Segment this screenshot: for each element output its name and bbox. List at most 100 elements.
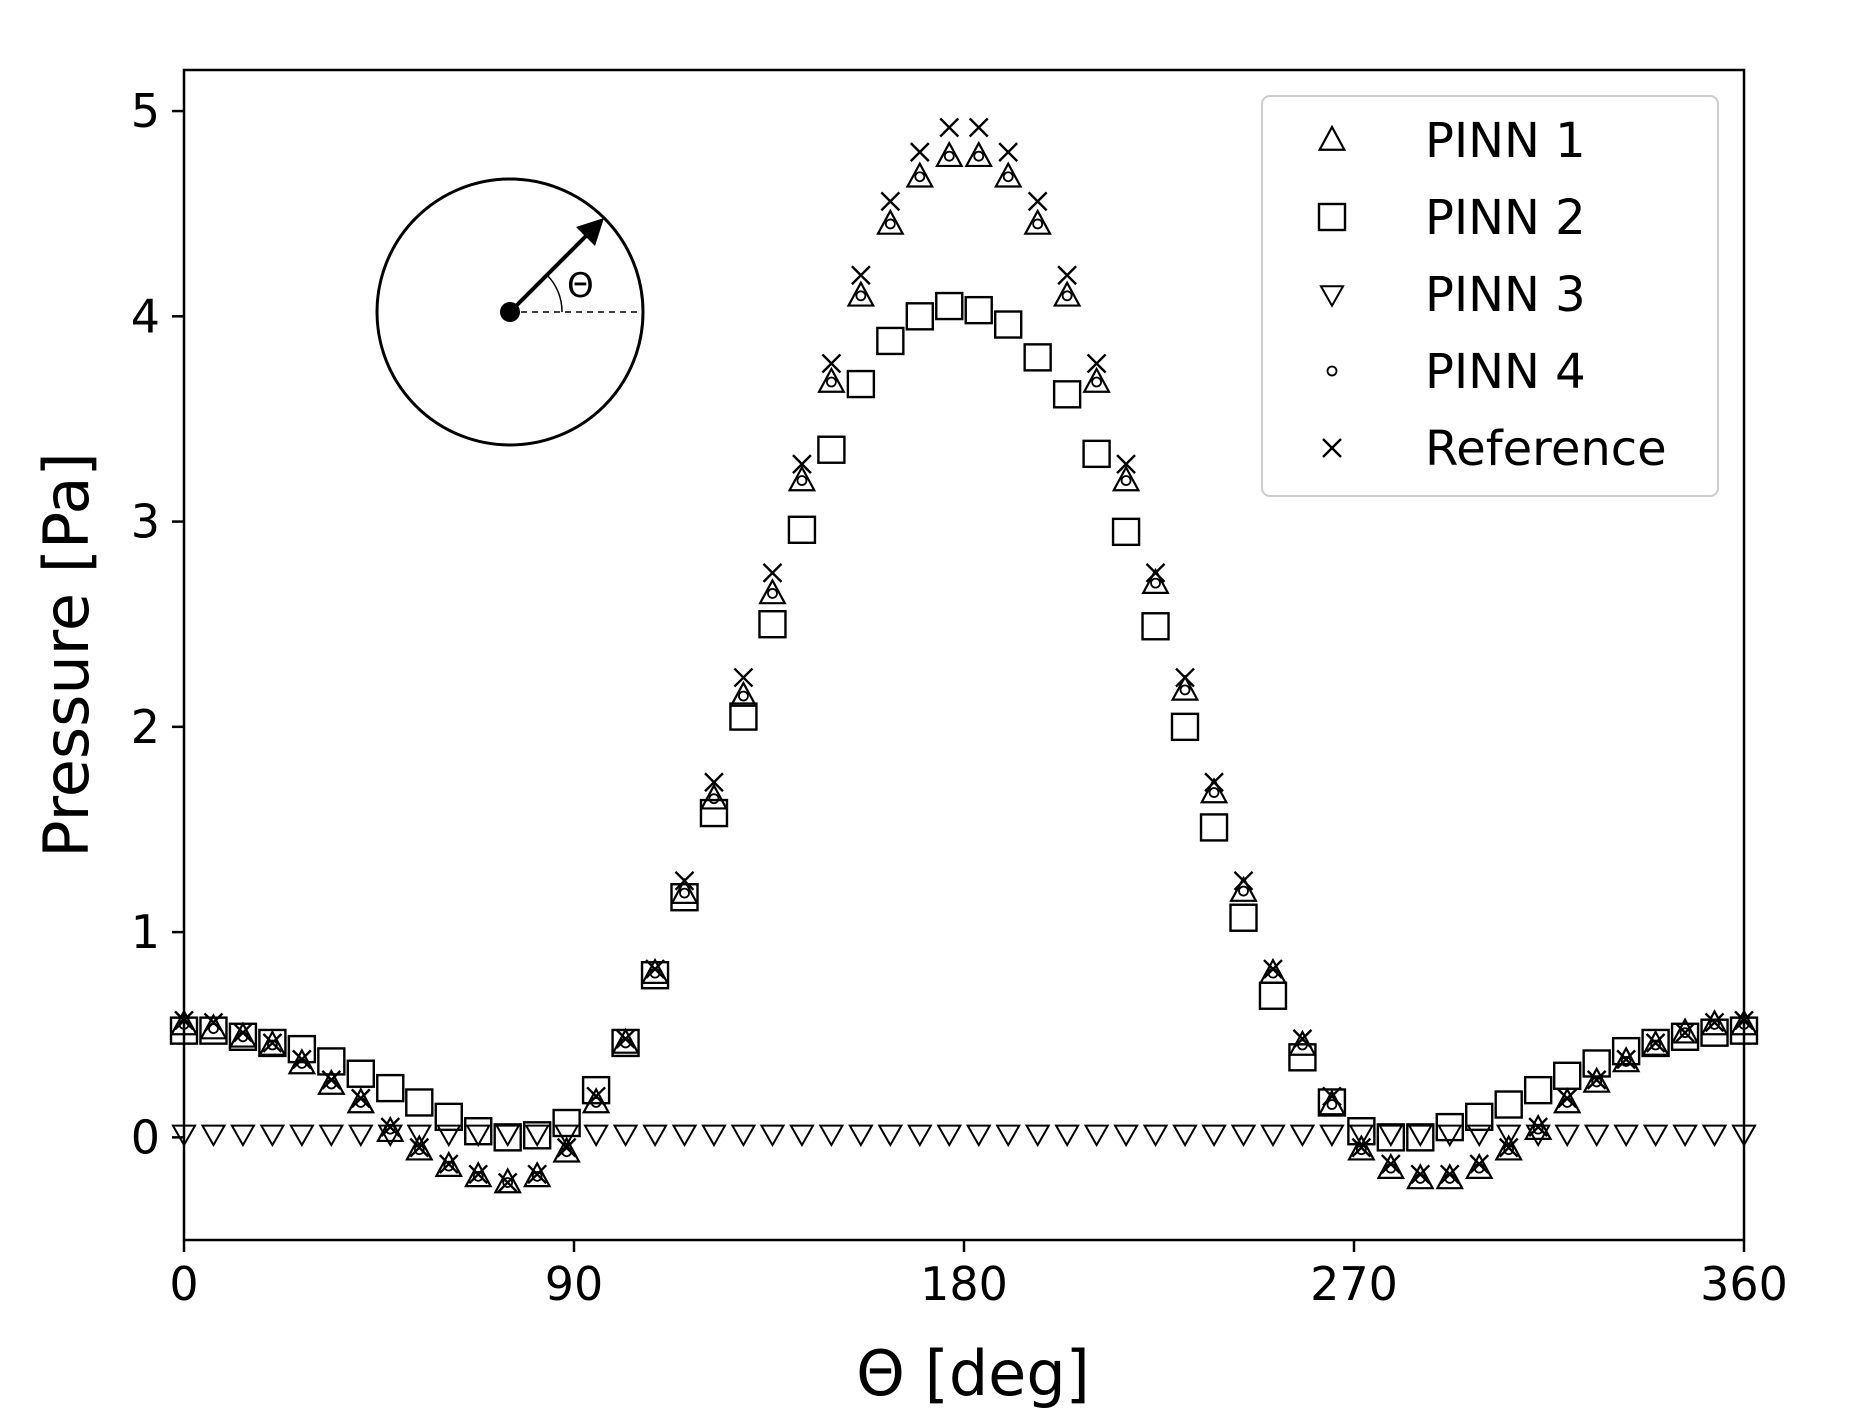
data-point — [998, 142, 1019, 162]
plot-area — [169, 68, 1759, 1242]
data-point — [1532, 1123, 1544, 1135]
data-point — [1116, 454, 1136, 474]
legend-label: PINN 4 — [1425, 344, 1586, 400]
data-point — [1439, 1164, 1460, 1185]
data-point — [943, 150, 955, 162]
data-point — [1347, 1117, 1376, 1146]
data-point — [1292, 1028, 1313, 1049]
data-point — [465, 1124, 491, 1148]
data-point — [994, 161, 1023, 188]
data-point — [522, 1161, 552, 1188]
data-point — [262, 1033, 283, 1053]
data-point — [758, 578, 787, 605]
data-point — [1061, 290, 1073, 302]
data-point — [1091, 376, 1102, 388]
x-axis-title: Θ [deg] — [856, 1337, 1090, 1410]
data-point — [1052, 280, 1082, 307]
data-point — [1054, 1124, 1080, 1148]
data-point — [1498, 1137, 1519, 1158]
y-tick-label: 4 — [131, 289, 160, 343]
data-point — [1170, 712, 1200, 742]
data-point — [346, 1059, 375, 1088]
data-point — [502, 1177, 514, 1188]
data-point — [787, 465, 817, 492]
data-point — [1172, 1124, 1198, 1148]
data-point — [1613, 1124, 1639, 1148]
data-point — [973, 150, 985, 162]
data-point — [1553, 1087, 1582, 1114]
legend-marker — [1317, 124, 1347, 151]
data-point — [877, 1124, 904, 1148]
data-point — [674, 870, 695, 891]
series-pinn-4 — [178, 150, 1750, 1188]
data-point — [642, 1124, 668, 1148]
data-point — [376, 1115, 405, 1143]
data-point — [436, 1124, 462, 1148]
data-point — [1150, 577, 1161, 589]
data-point — [1406, 1163, 1435, 1190]
inset-angle-label: Θ — [567, 266, 594, 306]
y-tick-label: 5 — [131, 84, 160, 138]
data-point — [1120, 475, 1132, 486]
data-point — [1675, 1022, 1695, 1043]
y-axis-title: Pressure [Pa] — [30, 452, 103, 857]
data-point — [1113, 1124, 1139, 1148]
data-point — [994, 310, 1023, 339]
legend-label: Reference — [1425, 421, 1667, 477]
inset-arrowhead — [576, 218, 604, 246]
data-point — [1503, 1144, 1515, 1156]
data-point — [935, 140, 964, 168]
data-point — [464, 1161, 493, 1188]
data-point — [1582, 1049, 1611, 1078]
data-point — [846, 369, 876, 399]
series-reference — [174, 117, 1754, 1193]
data-point — [762, 563, 783, 583]
data-point — [1111, 517, 1141, 547]
data-point — [1611, 1036, 1641, 1066]
data-point — [1528, 1117, 1549, 1137]
data-point — [679, 887, 690, 899]
data-point — [524, 1124, 550, 1148]
data-point — [1208, 787, 1220, 798]
data-point — [287, 1048, 317, 1075]
data-point — [1326, 1099, 1338, 1110]
data-point — [818, 1124, 845, 1148]
data-point — [729, 680, 758, 707]
data-point — [914, 171, 926, 183]
data-point — [1591, 1076, 1603, 1088]
x-tick-label: 360 — [1700, 1257, 1788, 1311]
data-point — [1238, 885, 1249, 897]
data-point — [497, 1172, 518, 1193]
data-point — [848, 1124, 874, 1148]
legend: PINN 1 PINN 2 PINN 3 PINN 4 Reference — [1261, 95, 1719, 497]
data-point — [884, 218, 896, 230]
data-point — [1709, 1019, 1720, 1030]
data-point — [699, 798, 729, 828]
data-point — [1670, 1017, 1700, 1044]
data-point — [259, 1124, 286, 1148]
data-point — [1494, 1090, 1523, 1119]
data-point — [1052, 380, 1082, 409]
data-point — [817, 435, 846, 464]
y-tick-label: 0 — [131, 1110, 160, 1164]
legend-label: PINN 3 — [1425, 267, 1586, 323]
data-point — [292, 1049, 312, 1070]
data-point — [1465, 1152, 1494, 1180]
data-point — [1199, 813, 1229, 842]
data-point — [346, 1087, 375, 1114]
data-point — [796, 475, 808, 486]
data-point — [1355, 1144, 1367, 1156]
data-point — [1086, 353, 1107, 374]
data-point — [464, 1117, 493, 1146]
data-point — [384, 1123, 396, 1135]
data-point — [1410, 1164, 1431, 1185]
data-point — [1229, 903, 1258, 932]
data-point — [1348, 1124, 1375, 1148]
data-point — [645, 959, 665, 979]
x-tick-label: 0 — [169, 1257, 198, 1311]
data-point — [1582, 1066, 1611, 1093]
data-point — [409, 1137, 430, 1158]
data-point — [1376, 1123, 1406, 1152]
data-point — [1435, 1163, 1464, 1190]
data-point — [317, 1068, 346, 1095]
